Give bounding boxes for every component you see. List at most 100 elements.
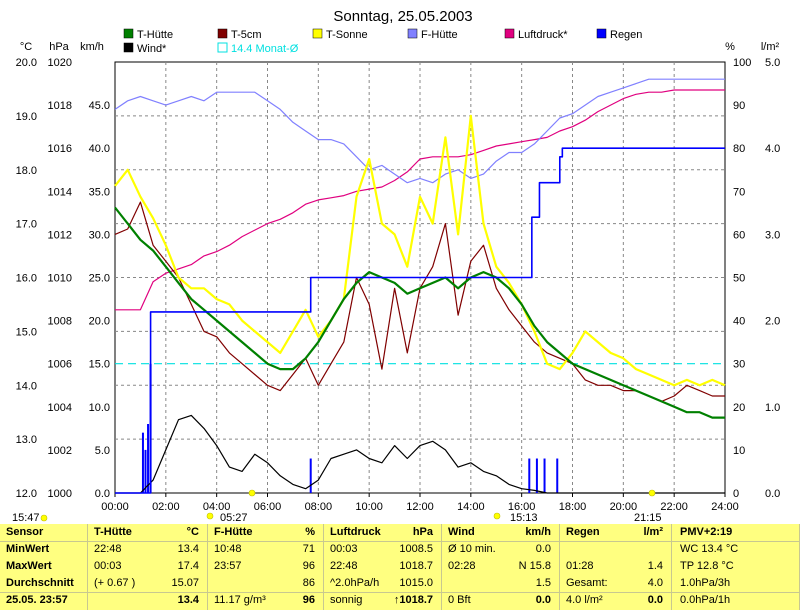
kmh-tick-label: 25.0 [89,273,110,285]
legend-label: T-Hütte [137,29,173,41]
x-tick-label: 06:00 [254,501,282,513]
info-value: TP 12.8 °C [680,560,734,572]
cell-value: ↑1018.7 [393,594,433,606]
percent-tick-label: 80 [733,143,745,155]
percent-tick-label: 0 [733,488,739,500]
row-label: 25.05. 23:57 [6,594,68,606]
cell-note: 23:57 [214,560,242,572]
cell-value: 0.0 [535,543,551,555]
percent-tick-label: 50 [733,273,745,285]
series-luftdruck- [115,89,725,311]
stats-table: Sensor MinWert MaxWert Durchschnitt 25.05. 2… [0,524,800,610]
series-regen [115,147,725,494]
cell-value: 13.4 [177,594,199,606]
legend-swatch [407,28,418,39]
cell-note: (+ 0.67 ) [94,577,136,589]
hpa-tick-label: 1000 [48,488,72,500]
rain-tick-label: 1.0 [765,402,780,414]
info-value: 0.0hPa/1h [680,594,731,606]
cell-note: 4.0 l/m² [566,594,603,606]
hpa-tick-label: 1012 [48,229,72,241]
info-value: 1.0hPa/3h [680,577,731,589]
legend-swatch [312,28,323,39]
hpa-tick-label: 1008 [48,316,72,328]
x-tick-label: 24:00 [711,501,739,513]
celsius-tick-label: 17.0 [16,219,37,231]
legend-label: T-5cm [231,29,262,41]
legend-label: Luftdruck* [518,29,568,41]
column-unit: °C [186,526,199,538]
percent-tick-label: 70 [733,186,745,198]
cell-value: 96 [302,560,315,572]
time-label-sunrise: 05:27 [220,512,248,524]
stats-column-1: T-Hütte °C 22:48 13.4 00:03 17.4 (+ 0.67 ) 15.0… [88,524,208,610]
x-tick-label: 10:00 [355,501,383,513]
celsius-tick-label: 14.0 [16,380,37,392]
cell-value: 1008.5 [399,543,433,555]
x-tick-label: 00:00 [101,501,129,513]
cell-value: 71 [302,543,315,555]
kmh-tick-label: 30.0 [89,229,110,241]
hpa-unit: hPa [49,41,69,53]
percent-tick-label: 20 [733,402,745,414]
column-unit: l/m² [643,526,663,538]
hpa-tick-label: 1016 [48,143,72,155]
cell-value: 1.5 [535,577,551,589]
legend-label: 14.4 Monat-Ø [231,43,299,55]
row-label: Durchschnitt [6,577,74,589]
cell-value: 1.4 [647,560,663,572]
hpa-tick-label: 1006 [48,359,72,371]
grid [115,62,725,493]
row-label: MinWert [6,543,50,555]
column-unit: hPa [412,526,433,538]
kmh-tick-label: 20.0 [89,316,110,328]
celsius-tick-label: 18.0 [16,165,37,177]
time-label-left: 15:47 [12,512,40,524]
axis-units: °C hPa km/h% l/m² [20,41,780,53]
x-tick-label: 16:00 [508,501,536,513]
cell-note: 22:48 [330,560,358,572]
cell-note: sonnig [330,594,363,606]
x-tick-label: 04:00 [203,501,231,513]
time-label-mid: 15:13 [510,512,538,524]
rain-tick-label: 0.0 [765,488,780,500]
percent-tick-label: 100 [733,57,751,69]
legend-label: F-Hütte [421,29,458,41]
hpa-tick-label: 1014 [48,186,72,198]
kmh-tick-label: 40.0 [89,143,110,155]
celsius-tick-label: 13.0 [16,434,37,446]
cell-note: Gesamt: [566,577,608,589]
cell-value: 17.4 [177,560,199,572]
column-header: Luftdruck [330,526,381,538]
series-layer [114,78,726,494]
cell-note: Ø 10 min. [448,543,496,555]
cell-note: 10:48 [214,543,242,555]
row-label: Sensor [6,526,44,538]
stats-column-2: F-Hütte% 10:48 71 23:57 96 86 11.17 g/m³ 96 [208,524,324,610]
stats-column-6: PMV+2:19 WC 13.4 °C TP 12.8 °C 1.0hPa/3h 0.0… [672,524,800,610]
x-tick-label: 08:00 [305,501,333,513]
stats-column-3: Luftdruck hPa 00:03 1008.5 22:48 1018.7 ^2.0hP… [324,524,442,610]
legend-label: Wind* [137,43,167,55]
cell-value: 0.0 [535,594,551,606]
celsius-tick-label: 15.0 [16,326,37,338]
x-tick-label: 22:00 [660,501,688,513]
legend-swatch [123,28,134,39]
celsius-unit: °C [20,41,32,53]
sun-marker [40,514,48,522]
stats-column-0: Sensor MinWert MaxWert Durchschnitt 25.05. 2… [0,524,88,610]
column-unit: % [305,526,315,538]
kmh-unit: km/h [80,41,104,53]
sun-marker [206,512,214,520]
sun-marker [648,489,656,497]
hpa-tick-label: 1010 [48,273,72,285]
column-header: PMV+2:19 [680,526,733,538]
rain-tick-label: 2.0 [765,316,780,328]
legend-label: T-Sonne [326,29,368,41]
cell-value: 0.0 [647,594,663,606]
below-axis-labels: 15:47 05:27 15:13 21:15 [12,489,662,524]
column-header: F-Hütte [214,526,253,538]
legend-swatch [217,42,228,53]
legend-label: Regen [610,29,642,41]
cell-note: 00:03 [330,543,358,555]
